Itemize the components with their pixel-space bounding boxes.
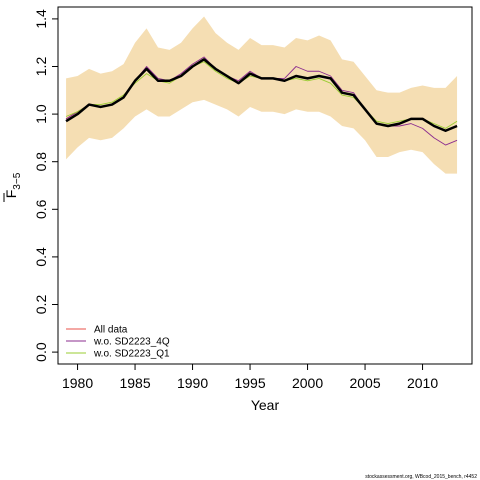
y-axis: 0.0 0.2 0.4 0.6 0.8 1.0 1.2 1.4 bbox=[33, 9, 58, 362]
y-tick-label-5: 1.0 bbox=[33, 104, 49, 124]
y-axis-title-main: F3−5 bbox=[3, 172, 23, 198]
y-tick-label-3: 0.6 bbox=[33, 199, 49, 219]
x-tick-label-6: 2010 bbox=[407, 375, 438, 391]
y-tick-label-4: 0.8 bbox=[33, 152, 49, 172]
plot-frame bbox=[57, 6, 473, 365]
x-tick-label-0: 1980 bbox=[62, 375, 93, 391]
y-axis-title: F3−5 bbox=[3, 172, 23, 202]
y-axis-title-letter: F bbox=[3, 190, 19, 199]
y-tick-label-2: 0.4 bbox=[33, 247, 49, 267]
y-tick-label-1: 0.2 bbox=[33, 295, 49, 315]
legend-label-3: w.o. SD2223_Q1 bbox=[93, 349, 170, 360]
series-layer bbox=[65, 56, 458, 146]
x-axis: 1980 1985 1990 1995 2000 2005 2010 bbox=[62, 364, 438, 391]
x-tick-label-5: 2005 bbox=[349, 375, 380, 391]
footnote: stockassessment.org, WBcod_2015_bench, r… bbox=[365, 474, 477, 480]
y-tick-label-7: 1.4 bbox=[33, 9, 49, 29]
y-tick-label-6: 1.2 bbox=[33, 57, 49, 77]
x-tick-label-4: 2000 bbox=[292, 375, 323, 391]
confidence-band bbox=[66, 16, 458, 174]
confidence-band-layer bbox=[66, 16, 458, 174]
series-line-0 bbox=[65, 58, 458, 133]
y-tick-label-0: 0.0 bbox=[33, 342, 49, 362]
x-tick-label-2: 1990 bbox=[177, 375, 208, 391]
legend-label-1: All data bbox=[94, 325, 128, 336]
x-axis-title: Year bbox=[251, 397, 280, 413]
y-axis-title-subscript: 3−5 bbox=[12, 172, 23, 189]
x-tick-label-1: 1985 bbox=[119, 375, 150, 391]
x-tick-label-3: 1995 bbox=[234, 375, 265, 391]
legend-label-2: w.o. SD2223_4Q bbox=[93, 337, 170, 348]
